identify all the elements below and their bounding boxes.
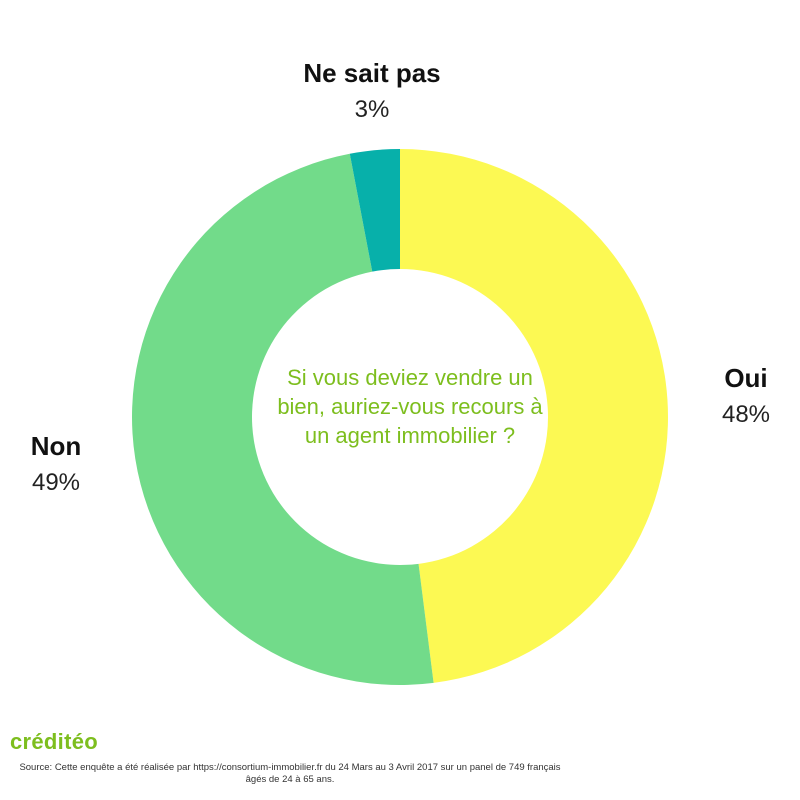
center-question-line: un agent immobilier ? xyxy=(305,423,515,448)
slice-label-ne-sait-pas: Ne sait pas xyxy=(303,58,440,88)
slice-value-oui: 48% xyxy=(722,401,770,428)
slice-oui xyxy=(400,149,668,683)
center-question-text: Si vous deviez vendre un bien, auriez-vou… xyxy=(277,365,543,448)
center-question-line: bien, auriez-vous recours à xyxy=(277,394,543,419)
slice-value-non: 49% xyxy=(32,469,80,496)
brand-logo: créditéo xyxy=(10,729,98,754)
slice-non xyxy=(132,153,434,685)
center-question-line: Si vous deviez vendre un xyxy=(287,365,533,390)
slice-label-oui: Oui xyxy=(724,363,767,393)
slice-value-ne-sait-pas: 3% xyxy=(355,96,390,123)
slice-ne-sait-pas xyxy=(349,149,400,272)
source-note: Source: Cette enquête a été réalisée par… xyxy=(19,762,561,785)
slice-labels: Oui 48% Non 49% Ne sait pas 3% xyxy=(31,58,770,496)
slice-label-non: Non xyxy=(31,431,82,461)
donut-slices xyxy=(132,149,668,685)
